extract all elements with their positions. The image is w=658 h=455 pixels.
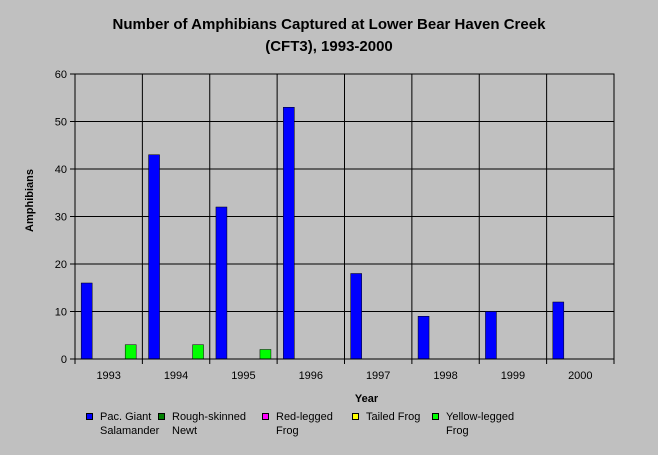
bar-yellow-legged-frog-1993 <box>124 344 137 360</box>
bar-pac-giant-salamander-1999 <box>485 311 497 360</box>
bar-pac-giant-salamander-1993 <box>80 282 93 360</box>
bar-pac-giant-salamander-1995 <box>215 206 228 360</box>
x-tick-label-2000: 2000 <box>568 370 592 382</box>
y-tick-label-20: 20 <box>55 259 67 271</box>
bar-pac-giant-salamander-1997 <box>350 273 362 360</box>
bar-yellow-legged-frog-1995 <box>259 349 272 360</box>
x-tick-label-1995: 1995 <box>231 370 255 382</box>
y-tick-label-10: 10 <box>55 307 67 319</box>
x-axis-label: Year <box>355 393 379 405</box>
y-tick-label-40: 40 <box>55 164 67 176</box>
y-axis-label: Amphibians <box>24 169 36 232</box>
y-tick-label-0: 0 <box>61 354 67 366</box>
y-tick-label-60: 60 <box>55 69 67 81</box>
bar-yellow-legged-frog-1994 <box>192 344 204 360</box>
bar-pac-giant-salamander-1994 <box>148 154 160 360</box>
bar-pac-giant-salamander-1998 <box>417 316 430 360</box>
x-tick-label-1998: 1998 <box>433 370 457 382</box>
x-tick-label-1999: 1999 <box>501 370 525 382</box>
chart-title-line-2: (CFT3), 1993-2000 <box>265 38 393 55</box>
chart-title-line-1: Number of Amphibians Captured at Lower B… <box>112 16 546 33</box>
y-tick-label-30: 30 <box>55 212 67 224</box>
x-tick-label-1997: 1997 <box>366 370 390 382</box>
x-tick-label-1996: 1996 <box>299 370 323 382</box>
x-tick-label-1994: 1994 <box>164 370 188 382</box>
plot-border <box>74 73 615 360</box>
bar-pac-giant-salamander-2000 <box>552 301 565 360</box>
y-tick-label-50: 50 <box>55 117 67 129</box>
chart-title: Number of Amphibians Captured at Lower B… <box>0 14 658 58</box>
bar-pac-giant-salamander-1996 <box>283 107 295 360</box>
x-tick-label-1993: 1993 <box>96 370 120 382</box>
